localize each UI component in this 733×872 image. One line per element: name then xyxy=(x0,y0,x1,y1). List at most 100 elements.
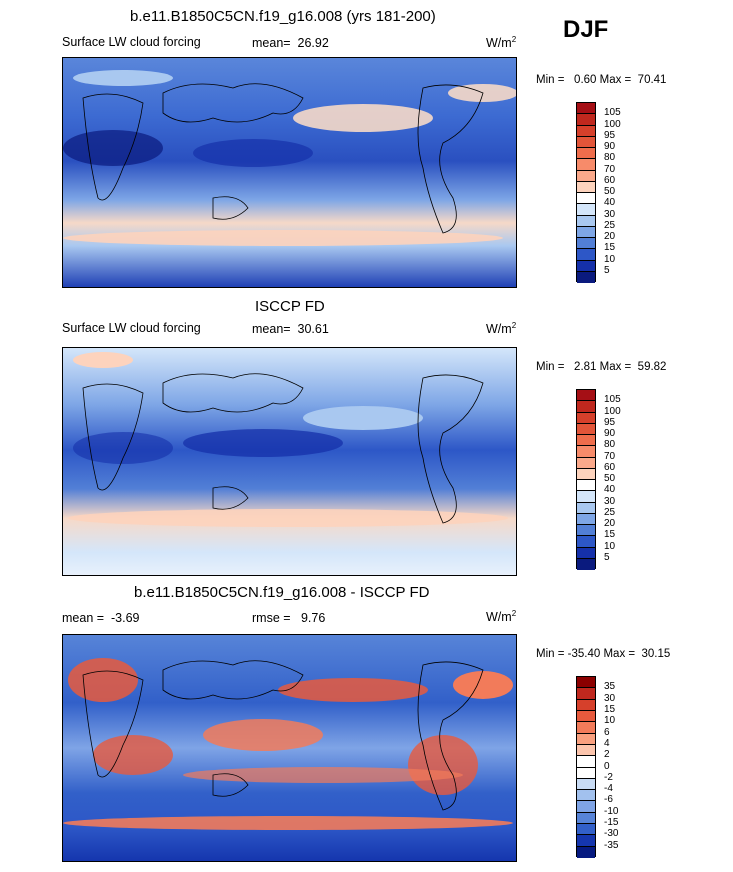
panel-1-max-value: 70.41 xyxy=(637,74,667,86)
colorbar-tick-label: 10 xyxy=(604,253,616,265)
colorbar-swatch xyxy=(577,423,595,435)
panel-2-max-value: 59.82 xyxy=(637,361,667,373)
colorbar-swatch xyxy=(577,238,595,250)
panel-1-header: b.e11.B1850C5CN.f19_g16.008 (yrs 181-200… xyxy=(130,8,436,25)
panel-2-min-value: 2.81 xyxy=(574,361,597,373)
colorbar-tick-label: 10 xyxy=(604,540,616,552)
colorbar-swatch xyxy=(577,480,595,492)
colorbar-tick-label: 70 xyxy=(604,163,616,175)
colorbar-tick-label: 60 xyxy=(604,174,616,186)
panel-2-map xyxy=(62,347,517,576)
colorbar-tick-label: 25 xyxy=(604,506,616,518)
colorbar-swatch xyxy=(577,148,595,160)
colorbar-tick-label: 70 xyxy=(604,450,616,462)
colorbar-tick-label: 105 xyxy=(604,394,621,406)
panel-3-mean-value: -3.69 xyxy=(111,611,140,625)
colorbar-swatch xyxy=(577,181,595,193)
colorbar-swatch xyxy=(577,491,595,503)
panel-1-mean-label: mean= xyxy=(252,36,291,50)
panel-1-field: Surface LW cloud forcing xyxy=(62,35,201,49)
panel-1-colorbar xyxy=(576,102,596,283)
colorbar-tick-label: 15 xyxy=(604,529,616,541)
panel-3-map xyxy=(62,634,517,862)
colorbar-swatch xyxy=(577,125,595,137)
colorbar-swatch xyxy=(577,778,595,791)
colorbar-swatch xyxy=(577,744,595,757)
colorbar-swatch xyxy=(577,226,595,238)
panel-2-field: Surface LW cloud forcing xyxy=(62,321,201,335)
colorbar-tick-label: -15 xyxy=(604,817,619,829)
colorbar-tick-label: 30 xyxy=(604,208,616,220)
panel-2-units: W/m2 xyxy=(486,321,516,336)
panel-1-units-base: W/m xyxy=(486,36,512,51)
colorbar-swatch xyxy=(577,536,595,548)
panel-1-max-label: Max = xyxy=(599,74,632,86)
colorbar-swatch xyxy=(577,801,595,813)
colorbar-tick-label: -6 xyxy=(604,794,613,806)
panel-3-minmax: Min = -35.40 Max = 30.15 xyxy=(536,648,670,660)
colorbar-swatch xyxy=(577,558,595,570)
panel-1-mean-value: 26.92 xyxy=(297,36,329,50)
panel-3-max-label: Max = xyxy=(603,648,636,660)
colorbar-swatch xyxy=(577,215,595,227)
colorbar-swatch xyxy=(577,733,595,745)
colorbar-tick-label: 100 xyxy=(604,405,621,417)
colorbar-swatch xyxy=(577,688,595,700)
panel-1-min-value: 0.60 xyxy=(574,74,597,86)
colorbar-swatch xyxy=(577,812,595,825)
colorbar-swatch xyxy=(577,114,595,126)
panel-1-units-exp: 2 xyxy=(511,35,517,44)
colorbar-tick-label: 2 xyxy=(604,749,610,761)
colorbar-tick-label: -30 xyxy=(604,828,619,840)
colorbar-tick-label: 50 xyxy=(604,473,616,484)
colorbar-swatch xyxy=(577,446,595,458)
colorbar-tick-label: 90 xyxy=(604,428,616,439)
panel-2-min-label: Min = xyxy=(536,361,565,373)
panel-2-header: ISCCP FD xyxy=(255,298,325,315)
panel-2-mean: mean= 30.61 xyxy=(252,322,329,336)
panel-3-mean: mean = -3.69 xyxy=(62,611,140,625)
panel-3-mean-label: mean = xyxy=(62,611,105,625)
panel-2-mean-value: 30.61 xyxy=(297,322,329,336)
panel-3-header: b.e11.B1850C5CN.f19_g16.008 - ISCCP FD xyxy=(134,584,430,601)
colorbar-tick-label: 35 xyxy=(604,681,616,693)
colorbar-swatch xyxy=(577,767,595,779)
colorbar-swatch xyxy=(577,159,595,171)
colorbar-tick-label: 15 xyxy=(604,242,616,254)
colorbar-tick-label: 25 xyxy=(604,219,616,231)
colorbar-tick-label: 90 xyxy=(604,141,616,152)
colorbar-swatch xyxy=(577,170,595,182)
colorbar-swatch xyxy=(577,468,595,480)
colorbar-tick-label: 0 xyxy=(604,760,610,772)
colorbar-tick-label: 5 xyxy=(604,551,610,563)
colorbar-swatch xyxy=(577,722,595,734)
panel-3-units: W/m2 xyxy=(486,609,516,624)
colorbar-swatch xyxy=(577,513,595,525)
colorbar-swatch xyxy=(577,249,595,261)
colorbar-tick-label: 40 xyxy=(604,197,616,209)
panel-3-rmse-label: rmse = xyxy=(252,611,291,625)
panel-3-min-value: -35.40 xyxy=(567,648,601,660)
colorbar-swatch xyxy=(577,699,595,711)
colorbar-swatch xyxy=(577,790,595,802)
colorbar-tick-label: 100 xyxy=(604,118,621,130)
colorbar-swatch xyxy=(577,710,595,723)
colorbar-tick-label: 60 xyxy=(604,461,616,473)
colorbar-tick-label: 6 xyxy=(604,726,610,738)
colorbar-tick-label: -10 xyxy=(604,805,619,817)
colorbar-tick-label: 80 xyxy=(604,152,616,164)
colorbar-tick-label: 105 xyxy=(604,107,621,119)
colorbar-tick-label: 15 xyxy=(604,703,616,715)
panel-1-mean: mean= 26.92 xyxy=(252,36,329,50)
panel-3-units-exp: 2 xyxy=(511,609,517,618)
colorbar-swatch xyxy=(577,835,595,847)
panel-1-min-label: Min = xyxy=(536,74,565,86)
colorbar-swatch xyxy=(577,401,595,413)
panel-3-rmse: rmse = 9.76 xyxy=(252,611,325,625)
panel-3-units-base: W/m xyxy=(486,610,512,625)
colorbar-swatch xyxy=(577,271,595,283)
colorbar-tick-label: 30 xyxy=(604,495,616,507)
colorbar-tick-label: 40 xyxy=(604,484,616,496)
colorbar-swatch xyxy=(577,824,595,836)
colorbar-swatch xyxy=(577,525,595,537)
